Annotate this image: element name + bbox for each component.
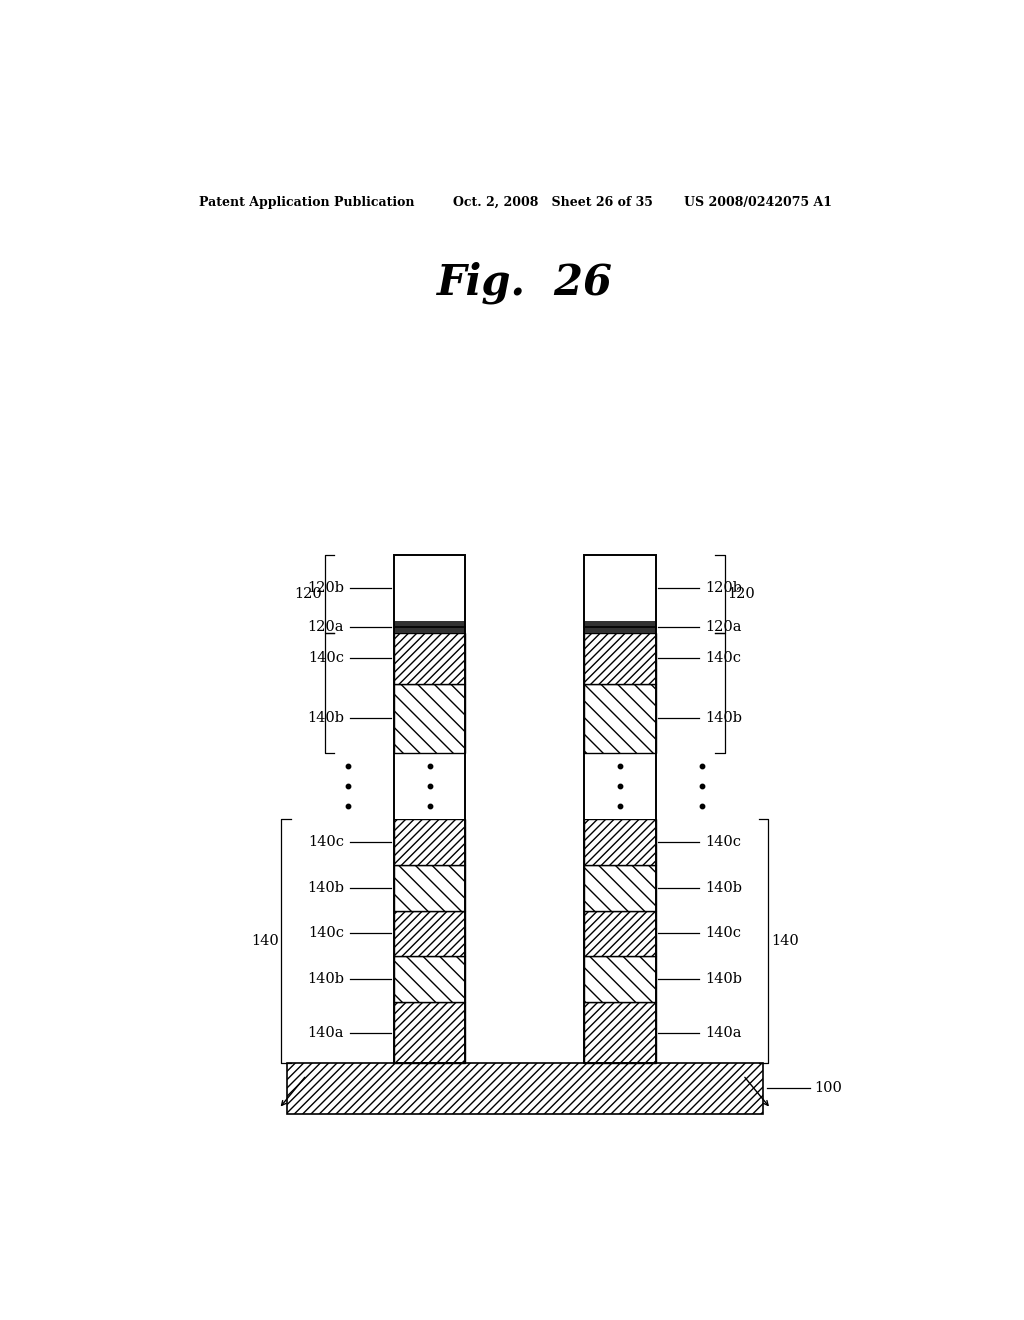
Text: 140a: 140a — [307, 1026, 344, 1040]
Bar — [394, 956, 465, 1002]
Text: 100: 100 — [814, 1081, 843, 1096]
Text: 120a: 120a — [307, 620, 344, 634]
Text: US 2008/0242075 A1: US 2008/0242075 A1 — [684, 195, 831, 209]
Bar — [394, 634, 465, 684]
Bar — [394, 911, 465, 956]
Text: 140a: 140a — [706, 1026, 742, 1040]
Bar — [585, 634, 655, 684]
Text: 120: 120 — [727, 587, 755, 601]
Text: 140b: 140b — [307, 711, 344, 726]
Text: 140b: 140b — [706, 972, 742, 986]
Bar — [585, 620, 655, 634]
Text: 140c: 140c — [706, 652, 741, 665]
Text: 140b: 140b — [307, 880, 344, 895]
Bar — [585, 911, 655, 956]
Bar — [394, 818, 465, 865]
Bar — [394, 684, 465, 752]
Text: 120b: 120b — [307, 581, 344, 595]
Text: 120a: 120a — [706, 620, 742, 634]
Text: 140b: 140b — [706, 711, 742, 726]
Bar — [585, 1002, 655, 1063]
Bar — [585, 752, 655, 818]
Bar — [394, 620, 465, 634]
Text: 140b: 140b — [307, 972, 344, 986]
Bar — [585, 684, 655, 752]
Text: Oct. 2, 2008   Sheet 26 of 35: Oct. 2, 2008 Sheet 26 of 35 — [454, 195, 653, 209]
Text: 140c: 140c — [308, 927, 344, 940]
Text: 140b: 140b — [706, 880, 742, 895]
Text: 140c: 140c — [706, 836, 741, 849]
Text: 140: 140 — [251, 935, 279, 948]
Text: 140: 140 — [771, 935, 799, 948]
Bar — [585, 554, 655, 620]
Text: 140c: 140c — [308, 836, 344, 849]
Bar — [394, 554, 465, 1063]
Bar — [585, 865, 655, 911]
Bar — [585, 818, 655, 865]
Text: Patent Application Publication: Patent Application Publication — [200, 195, 415, 209]
Bar — [585, 554, 655, 1063]
Bar — [585, 956, 655, 1002]
Text: 140c: 140c — [308, 652, 344, 665]
Bar — [394, 554, 465, 620]
Bar — [394, 752, 465, 818]
Text: 120b: 120b — [706, 581, 742, 595]
Text: 120: 120 — [295, 587, 323, 601]
Bar — [394, 865, 465, 911]
Bar — [394, 1002, 465, 1063]
Bar — [287, 1063, 763, 1114]
Text: Fig.  26: Fig. 26 — [437, 261, 612, 304]
Text: 140c: 140c — [706, 927, 741, 940]
